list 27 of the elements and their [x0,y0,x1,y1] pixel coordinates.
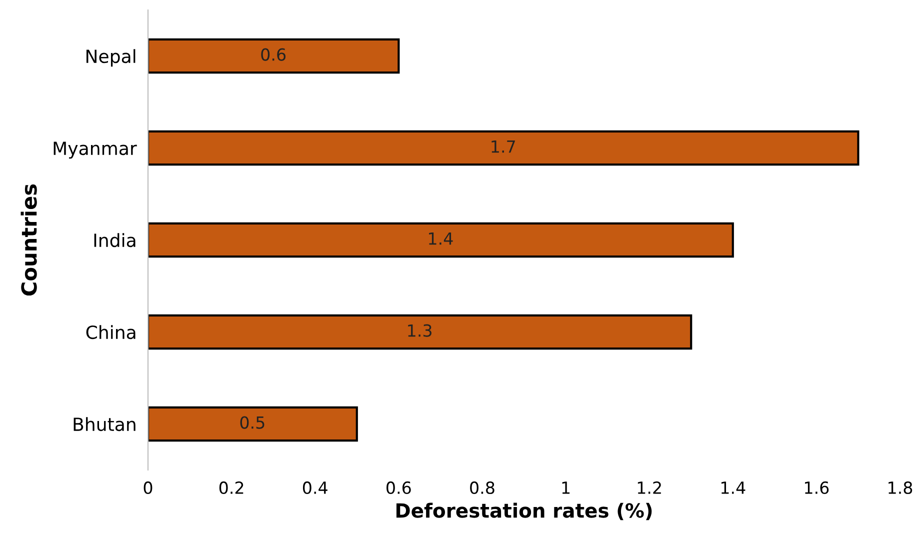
x-tick-label: 0.4 [302,481,328,494]
x-tick-label: 1.2 [638,481,661,494]
data-label: 1.7 [492,140,515,153]
data-label: 0.6 [261,48,286,61]
x-tick-label: 0.8 [470,481,494,494]
x-tick-label: 1.4 [721,482,746,494]
y-tick-label: China [86,325,136,340]
data-label: 1.3 [408,324,432,337]
bar [148,130,860,166]
bar [148,38,400,74]
x-tick-label: 1.6 [805,481,829,494]
data-label: 1.4 [429,232,453,245]
data-label: 0.5 [240,416,264,429]
bar [148,222,734,258]
bar [148,406,358,442]
y-tick-label: Bhutan [74,417,136,432]
y-tick-label: Nepal [86,49,136,67]
y-axis-title: Countries [20,184,37,296]
y-tick-label: Myanmar [54,142,137,159]
x-tick-label: 0.2 [219,481,244,494]
x-axis-title: Deforestation rates (%) [396,502,652,520]
x-tick-label: 0 [144,481,152,494]
x-tick-label: 1 [562,482,570,494]
x-tick-label: 1.8 [888,481,912,494]
y-tick-label: India [94,233,136,248]
x-tick-label: 0.6 [386,481,411,494]
bar [148,314,692,350]
